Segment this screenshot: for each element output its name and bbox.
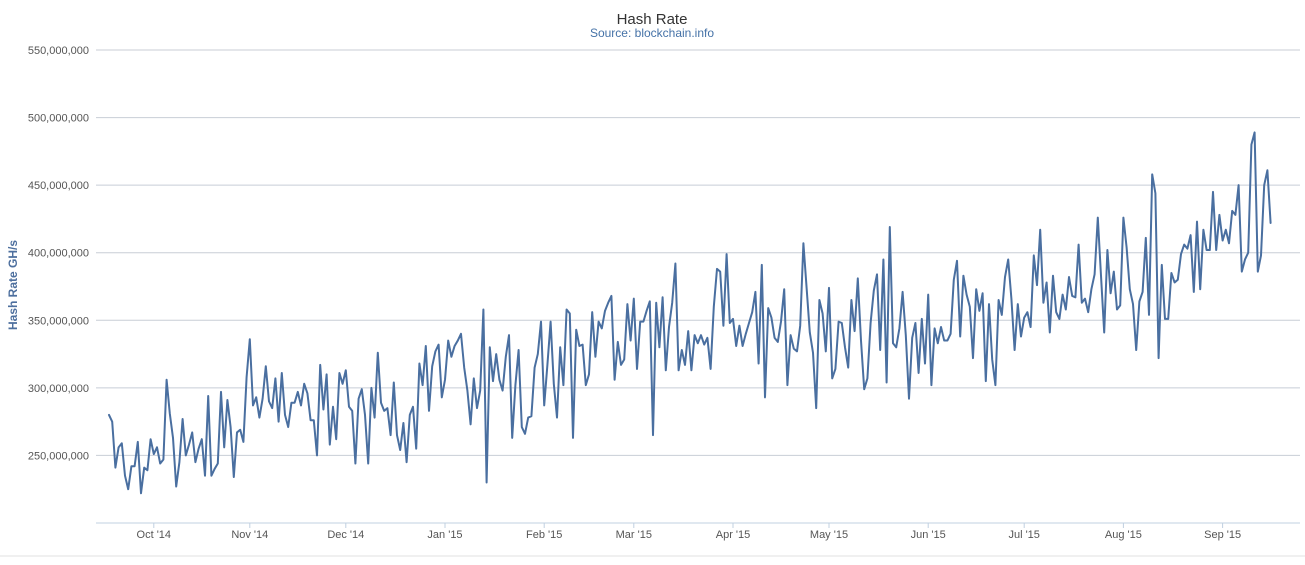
x-tick-label: Jul '15 [1008,529,1039,541]
y-tick-label: 400,000,000 [28,248,89,260]
x-tick-label: Sep '15 [1204,529,1241,541]
y-tick-label: 500,000,000 [28,113,89,125]
y-tick-label: 450,000,000 [28,180,89,192]
x-axis-ticks: Oct '14 Nov '14 Dec '14 Jan '15 Feb '15 Mar '… [137,523,1241,541]
y-tick-label: 550,000,000 [28,45,89,57]
x-tick-label: Jan '15 [427,529,462,541]
y-axis-label: Hash Rate GH/s [6,240,20,330]
x-tick-label: Aug '15 [1105,529,1142,541]
y-tick-label: 250,000,000 [28,450,89,462]
y-tick-label: 300,000,000 [28,383,89,395]
series-layer [108,131,1272,495]
x-tick-label: Apr '15 [716,529,751,541]
x-tick-label: May '15 [810,529,848,541]
y-axis-ticks: 250,000,000 300,000,000 350,000,000 400,000… [28,45,89,462]
y-tick-label: 350,000,000 [28,315,89,327]
x-tick-label: Feb '15 [526,529,562,541]
x-tick-label: Nov '14 [231,529,268,541]
series-line-hash-rate [108,131,1272,495]
x-tick-label: Mar '15 [616,529,652,541]
chart-subtitle: Source: blockchain.info [590,26,714,40]
x-tick-label: Oct '14 [137,529,172,541]
x-tick-label: Jun '15 [911,529,946,541]
chart-title: Hash Rate [617,11,688,28]
x-tick-label: Dec '14 [327,529,364,541]
